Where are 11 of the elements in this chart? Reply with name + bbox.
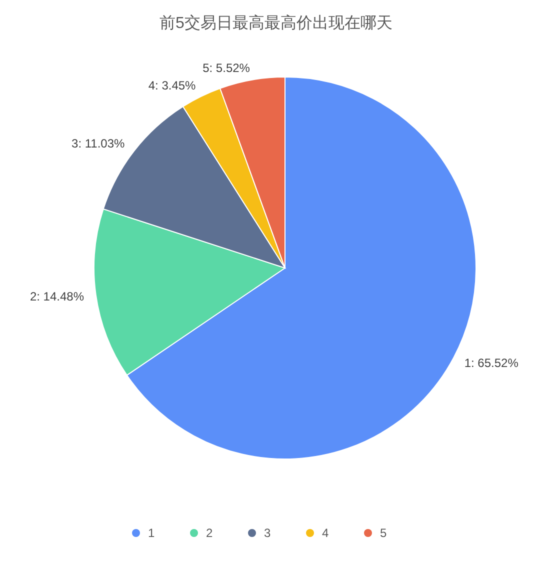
legend-label: 4 xyxy=(322,526,329,540)
data-label: 1: 65.52% xyxy=(464,356,519,370)
legend-label: 2 xyxy=(206,526,213,540)
legend-label: 1 xyxy=(148,526,155,540)
chart-title: 前5交易日最高最高价出现在哪天 xyxy=(160,14,392,32)
legend-label: 5 xyxy=(380,526,387,540)
data-label: 4: 3.45% xyxy=(148,78,196,93)
data-label: 2: 14.48% xyxy=(30,289,84,304)
data-label: 5: 5.52% xyxy=(202,61,250,76)
data-label: 3: 11.03% xyxy=(72,136,126,150)
legend-label: 3 xyxy=(264,526,271,540)
